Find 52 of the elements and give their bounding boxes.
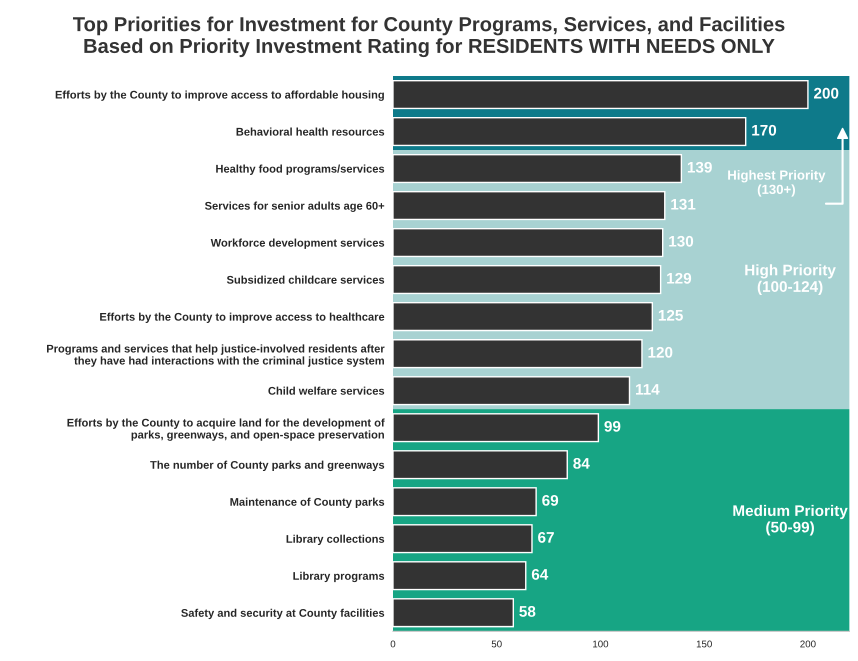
data-label: 64: [532, 569, 548, 580]
data-label: 67: [538, 532, 554, 543]
data-label: 131: [671, 198, 696, 210]
y-tick-label: The number of County parks and greenways: [150, 460, 384, 472]
bar: [392, 339, 643, 368]
y-tick-label: Behavioral health resources: [236, 128, 384, 136]
bar: [392, 302, 654, 332]
y-tick-label: Healthy food programs/services: [216, 164, 384, 175]
x-tick-label: 0: [390, 640, 396, 648]
bar: [392, 561, 526, 590]
y-tick-label: Safety and security at County facilities: [181, 608, 384, 620]
x-tick-label: 50: [492, 640, 502, 648]
y-tick-label: Library collections: [286, 534, 384, 546]
chart-title: Top Priorities for Investment for County Programs, Services, and Facilities Based on Priority Investment Rating for RESIDENTS WITH NEEDS ONLY: [72, 16, 784, 58]
y-tick-label: Library programs: [293, 572, 384, 582]
y-tick-label: Workforce development services: [210, 238, 384, 249]
data-label: 114: [636, 384, 660, 395]
band-label: Highest Priority (130+): [728, 170, 826, 197]
x-tick-label: 100: [593, 640, 608, 648]
bar: [392, 524, 533, 554]
data-label: 120: [648, 346, 672, 358]
data-label: 129: [667, 272, 692, 284]
bar: [392, 376, 630, 406]
bar: [392, 190, 666, 220]
x-tick-label: 150: [696, 640, 712, 648]
data-label: 139: [688, 162, 712, 173]
y-tick-label: Child welfare services: [268, 386, 384, 395]
y-tick-label: Services for senior adults age 60+: [204, 202, 384, 212]
data-label: 99: [604, 420, 620, 432]
y-tick-label: Subsidized childcare services: [226, 276, 384, 284]
bar: [392, 228, 664, 258]
y-tick-label: Efforts by the County to improve access to healthcare: [100, 312, 384, 323]
bar: [392, 154, 682, 184]
bar: [392, 450, 568, 480]
x-tick-label: 200: [800, 640, 816, 648]
bar: [392, 598, 514, 628]
bar: [392, 413, 600, 442]
data-label: 200: [814, 88, 838, 99]
y-tick-label: Maintenance of County parks: [230, 498, 384, 508]
y-tick-label: Programs and services that help justice-involved residents after they have had interactions with the criminal justice system: [47, 344, 384, 367]
bar: [392, 265, 662, 294]
bar: [392, 487, 537, 516]
data-label: 58: [519, 606, 536, 617]
band-label: High Priority (100-124): [745, 264, 836, 295]
band-label: Medium Priority (50-99): [733, 504, 848, 536]
data-label: 130: [669, 236, 694, 247]
data-label: 69: [542, 494, 558, 506]
data-label: 84: [573, 458, 590, 469]
y-tick-label: Efforts by the County to improve access to affordable housing: [56, 90, 384, 101]
y-tick-label: Efforts by the County to acquire land for the development of parks, greenways, and open-space preservation: [67, 418, 385, 441]
data-label: 170: [752, 124, 776, 136]
data-label: 125: [658, 310, 683, 321]
